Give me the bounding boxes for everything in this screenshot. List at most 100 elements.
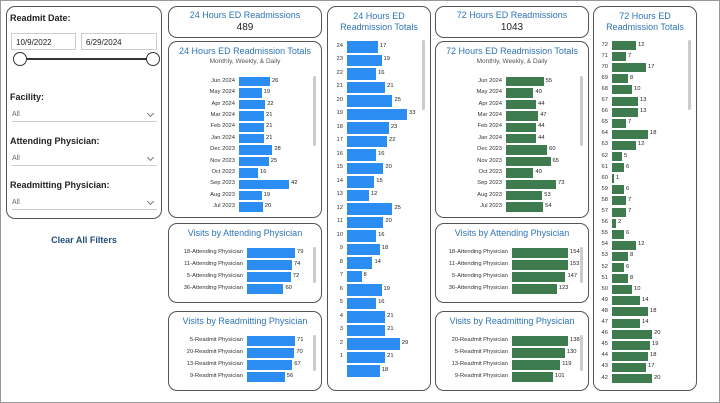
value-label: 25 bbox=[394, 204, 401, 211]
scrollbar bbox=[580, 247, 583, 283]
scrollbar bbox=[313, 247, 316, 283]
chart-card: 24 Hours ED Readmission Totals Monthly, W… bbox=[168, 41, 322, 218]
category-label: 10 bbox=[336, 231, 343, 238]
bar bbox=[612, 296, 640, 306]
bar bbox=[612, 118, 626, 128]
bar bbox=[347, 365, 380, 377]
value-label: 19 bbox=[383, 285, 390, 292]
bar bbox=[239, 122, 264, 132]
bar bbox=[239, 179, 289, 189]
value-label: 17 bbox=[379, 42, 387, 49]
category-label: Jul 2023 bbox=[213, 203, 235, 210]
category-label: 13-Readmit Physician bbox=[186, 361, 243, 367]
date-label: Readmit Date: bbox=[10, 13, 71, 23]
bar bbox=[239, 168, 259, 178]
kpi-value: 489 bbox=[236, 22, 254, 33]
category-label: 5-Attending Physician bbox=[451, 273, 508, 279]
bar bbox=[347, 351, 386, 363]
bar bbox=[347, 135, 387, 147]
value-label: 7 bbox=[628, 196, 632, 203]
clear-filters-button[interactable]: Clear All Filters bbox=[51, 235, 117, 245]
category-label: 64 bbox=[601, 130, 608, 137]
value-label: 22 bbox=[389, 137, 396, 144]
category-label: May 2024 bbox=[476, 89, 502, 96]
value-label: 123 bbox=[558, 285, 569, 291]
category-label: Apr 2024 bbox=[211, 100, 235, 107]
dropdown[interactable]: All bbox=[12, 108, 157, 122]
value-label: 138 bbox=[570, 337, 580, 343]
category-label: 18-Attending Physician bbox=[183, 249, 243, 255]
scrollbar bbox=[422, 40, 425, 110]
value-label: 53 bbox=[544, 191, 551, 198]
value-label: 55 bbox=[545, 77, 553, 84]
bar bbox=[347, 68, 377, 80]
category-label: Jun 2024 bbox=[211, 77, 235, 84]
category-label: 13-Readmit Physician bbox=[451, 361, 508, 367]
slider-handle[interactable] bbox=[13, 52, 27, 66]
bar bbox=[347, 324, 386, 336]
value-label: 7 bbox=[628, 208, 632, 215]
category-label: 15 bbox=[336, 164, 343, 171]
value-label: 21 bbox=[387, 326, 394, 333]
bar bbox=[347, 149, 377, 161]
chart-card: Visits by Attending Physician 18-Attendin… bbox=[435, 223, 589, 303]
value-label: 19 bbox=[263, 89, 271, 96]
value-label: 74 bbox=[293, 261, 301, 267]
bar bbox=[239, 111, 264, 121]
start-date[interactable]: 10/9/2022 bbox=[11, 33, 76, 50]
bar bbox=[239, 156, 269, 167]
value-label: 20 bbox=[654, 330, 661, 337]
category-label: Sep 2023 bbox=[210, 180, 235, 187]
slider-handle[interactable] bbox=[146, 52, 160, 66]
dropdown[interactable]: All bbox=[12, 152, 157, 166]
category-label: 1 bbox=[339, 353, 343, 360]
bar bbox=[506, 77, 544, 87]
bar bbox=[247, 372, 285, 382]
bar bbox=[512, 372, 553, 382]
bar bbox=[506, 202, 543, 212]
chart-subtitle: Monthly, Weekly, & Daily bbox=[476, 58, 548, 65]
bar bbox=[247, 360, 293, 370]
value-label: 6 bbox=[626, 263, 630, 270]
value-label: 42 bbox=[291, 180, 298, 187]
chart-title: Visits by Attending Physician bbox=[454, 228, 570, 238]
value-label: 15 bbox=[376, 177, 383, 184]
value-label: 33 bbox=[409, 110, 416, 117]
value-label: 101 bbox=[554, 373, 565, 379]
bar bbox=[612, 96, 638, 106]
value-label: 44 bbox=[538, 134, 545, 141]
category-label: Oct 2023 bbox=[478, 168, 502, 175]
value-label: 8 bbox=[630, 274, 634, 281]
filter-panel: Readmit Date: 10/9/2022 6/29/2024 Facili… bbox=[6, 6, 162, 219]
scrollbar bbox=[313, 335, 316, 371]
bar bbox=[612, 174, 614, 184]
dropdown[interactable]: All bbox=[12, 196, 157, 210]
value-label: 18 bbox=[650, 307, 657, 314]
chart-title: Visits by Attending Physician bbox=[187, 228, 303, 238]
end-date[interactable]: 6/29/2024 bbox=[81, 33, 157, 50]
bar bbox=[612, 274, 628, 284]
bar bbox=[612, 351, 648, 361]
bar bbox=[347, 122, 389, 134]
category-label: 47 bbox=[601, 319, 608, 326]
category-label: 17 bbox=[336, 137, 343, 144]
bar bbox=[506, 122, 537, 132]
value-label: 14 bbox=[374, 258, 381, 265]
bar bbox=[612, 340, 650, 350]
bar bbox=[239, 202, 263, 212]
chart-title: 72 Hours ED Readmission Totals bbox=[446, 46, 578, 56]
category-label: 5-Attending Physician bbox=[186, 273, 243, 279]
bar bbox=[512, 248, 568, 258]
category-label: Jul 2023 bbox=[480, 203, 502, 210]
value-label: 130 bbox=[566, 349, 577, 355]
category-label: 4 bbox=[339, 312, 343, 319]
value-label: 79 bbox=[297, 249, 304, 255]
bar bbox=[347, 270, 362, 282]
slider-track bbox=[19, 58, 153, 60]
category-label: 56 bbox=[601, 219, 608, 226]
value-label: 153 bbox=[569, 261, 580, 267]
category-label: 11-Attending Physician bbox=[449, 261, 508, 267]
bar bbox=[347, 81, 386, 93]
value-label: 40 bbox=[535, 89, 542, 96]
category-label: 43 bbox=[601, 363, 608, 370]
